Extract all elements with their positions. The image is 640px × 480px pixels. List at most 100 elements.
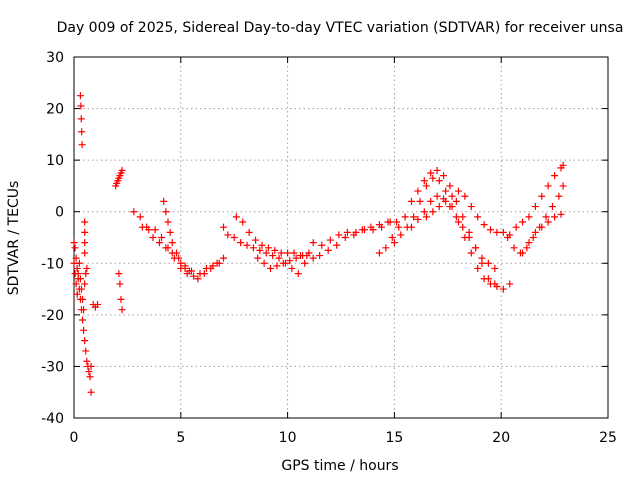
data-point	[435, 203, 443, 211]
data-point	[173, 249, 181, 257]
data-point	[116, 280, 124, 288]
y-tick-label: -40	[41, 411, 64, 427]
data-point	[220, 254, 228, 262]
data-point	[237, 239, 245, 247]
data-point	[81, 249, 89, 257]
data-point	[410, 213, 418, 221]
data-point	[472, 244, 480, 252]
data-point	[269, 252, 277, 260]
data-point	[275, 254, 283, 262]
data-point	[74, 270, 82, 278]
data-point	[177, 259, 185, 267]
data-point	[523, 244, 531, 252]
data-point	[375, 249, 383, 257]
series-seg-8h	[232, 213, 317, 262]
data-point	[435, 177, 443, 185]
x-tick-label: 15	[385, 430, 403, 446]
data-point	[519, 218, 527, 226]
data-point	[429, 208, 437, 216]
data-point	[190, 272, 198, 280]
data-point	[487, 280, 495, 288]
data-point	[243, 241, 251, 249]
data-point	[525, 239, 533, 247]
series-late-rise-1	[504, 182, 567, 257]
data-point	[414, 215, 422, 223]
data-point	[427, 197, 435, 205]
data-point	[118, 306, 126, 314]
data-point	[78, 128, 86, 136]
data-point	[493, 282, 501, 290]
data-point	[299, 252, 307, 260]
data-point	[525, 213, 533, 221]
data-point	[117, 295, 125, 303]
data-point	[529, 234, 537, 241]
data-point	[395, 223, 403, 231]
data-point	[115, 270, 123, 278]
data-point	[454, 187, 462, 195]
data-point	[260, 259, 268, 267]
series-seg-2h-high	[112, 166, 126, 190]
data-point	[80, 326, 88, 334]
y-tick-label: -20	[41, 308, 64, 324]
data-point	[440, 172, 448, 180]
data-point	[531, 228, 539, 236]
data-point	[422, 213, 430, 221]
data-point	[273, 262, 281, 270]
data-point	[512, 223, 520, 231]
data-point	[220, 223, 228, 231]
data-point	[420, 177, 428, 185]
data-point	[461, 192, 469, 200]
data-point	[78, 141, 86, 149]
series-late-rise-2	[512, 161, 567, 231]
data-point	[499, 285, 507, 293]
data-point	[262, 249, 270, 257]
data-point	[452, 197, 460, 205]
data-point	[510, 244, 518, 252]
series-seg-9h	[254, 249, 313, 272]
data-point	[420, 208, 428, 216]
data-point	[335, 231, 343, 239]
data-point	[138, 223, 146, 231]
data-point	[80, 306, 88, 314]
data-point	[446, 203, 454, 211]
data-point	[93, 301, 101, 309]
data-point	[202, 264, 210, 272]
data-point	[245, 228, 253, 236]
data-point	[309, 239, 317, 247]
series-seg-2h-low	[115, 270, 126, 314]
data-point	[284, 249, 292, 257]
data-points	[70, 92, 567, 396]
data-point	[397, 231, 405, 239]
data-point	[271, 246, 279, 254]
data-point	[559, 182, 567, 190]
data-point	[433, 166, 441, 174]
data-point	[459, 213, 467, 221]
data-point	[429, 174, 437, 182]
data-point	[548, 203, 556, 211]
series-early-cluster	[70, 218, 101, 396]
data-point	[249, 244, 257, 252]
data-point	[465, 234, 473, 241]
data-point	[75, 259, 83, 267]
data-point	[73, 264, 81, 272]
y-tick-label: 0	[55, 205, 64, 221]
data-point	[158, 234, 166, 241]
data-point	[209, 262, 217, 270]
data-point	[149, 234, 157, 241]
data-point	[136, 213, 144, 221]
series-late-rise-3	[519, 210, 565, 257]
data-point	[358, 226, 366, 234]
series-arc-c	[160, 197, 193, 275]
data-point	[480, 221, 488, 229]
data-point	[519, 249, 527, 257]
data-point	[81, 228, 89, 236]
data-point	[384, 218, 392, 226]
data-point	[76, 275, 84, 283]
data-point	[130, 208, 138, 216]
data-point	[388, 234, 396, 241]
data-point	[551, 213, 559, 221]
data-point	[555, 192, 563, 200]
data-point	[407, 197, 415, 205]
data-point	[301, 259, 309, 267]
data-point	[185, 267, 193, 275]
